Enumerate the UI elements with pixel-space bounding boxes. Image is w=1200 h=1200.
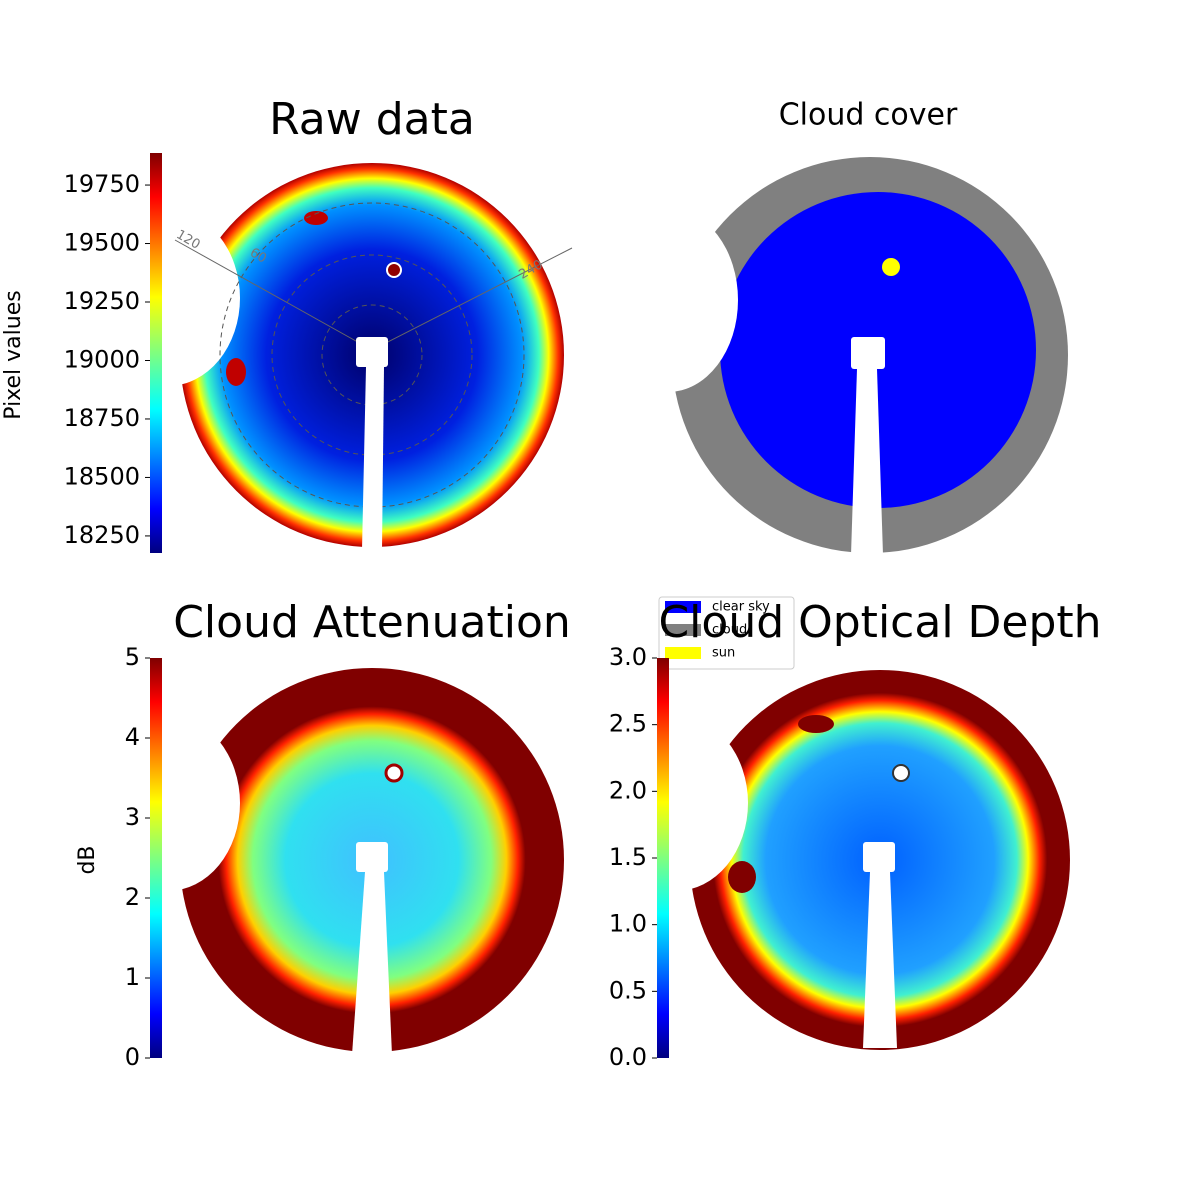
legend-label: sun	[712, 646, 735, 661]
attenuation-image	[96, 668, 564, 1055]
colorbar-tick-label: 1.0	[609, 910, 647, 938]
colorbar-tick-label: 2	[125, 883, 140, 911]
colorbar-label: dB	[75, 845, 100, 874]
colorbar-tick-label: 19750	[64, 170, 140, 198]
colorbar-tick-label: 1	[125, 963, 140, 991]
panel-title: Cloud Attenuation	[173, 597, 571, 648]
polar-label: 60	[247, 245, 269, 266]
legend-swatch	[665, 647, 701, 659]
cloud-mask-image	[598, 157, 1068, 555]
colorbar-tick-label: 18500	[64, 462, 140, 490]
sky-image	[96, 163, 573, 550]
legend-label: clear sky	[712, 600, 770, 615]
colorbar-tick-label: 3	[125, 803, 140, 831]
legend-label: cloud	[712, 623, 747, 638]
colorbar-tick-label: 19250	[64, 287, 140, 315]
colorbar-tick-label: 2.5	[609, 710, 647, 738]
colorbar-tick-label: 18750	[64, 404, 140, 432]
colorbar-tick-label: 0.5	[609, 976, 647, 1004]
panel-title: Cloud Optical Depth	[658, 597, 1101, 648]
colorbar-tick-label: 0	[125, 1043, 140, 1071]
colorbar-tick-label: 0.0	[609, 1043, 647, 1071]
panel-title: Raw data	[269, 94, 475, 145]
panel-title: Cloud cover	[779, 98, 958, 133]
colorbar-tick-label: 19500	[64, 229, 140, 257]
colorbar-tick-label: 2.0	[609, 776, 647, 804]
colorbar-tick-label: 3.0	[609, 643, 647, 671]
colorbar	[150, 153, 162, 553]
legend-swatch	[665, 624, 701, 636]
colorbar-tick-label: 19000	[64, 345, 140, 373]
colorbar-tick-label: 4	[125, 723, 140, 751]
colorbar-tick-label: 1.5	[609, 843, 647, 871]
legend-swatch	[665, 601, 701, 613]
optical-depth-image	[604, 670, 1070, 1050]
colorbar-tick-label: 5	[125, 643, 140, 671]
colorbar-tick-label: 18250	[64, 521, 140, 549]
colorbar	[657, 658, 669, 1058]
colorbar	[150, 658, 162, 1058]
colorbar-label: Pixel values	[1, 290, 26, 419]
